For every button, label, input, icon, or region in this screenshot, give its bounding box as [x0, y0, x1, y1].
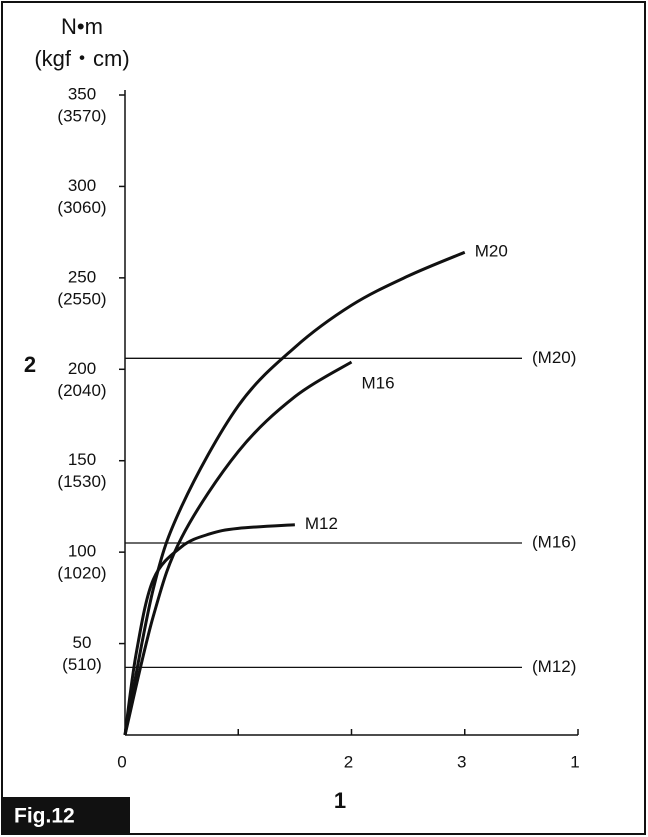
curve-label: M20	[475, 242, 508, 261]
curve	[123, 523, 295, 736]
figure-label-box	[3, 797, 130, 834]
x-tick-label: 0	[117, 752, 126, 771]
curve	[123, 250, 466, 736]
y-tick-label-secondary: (3570)	[57, 106, 106, 125]
y-tick-label-secondary: (510)	[62, 655, 102, 674]
reference-line-label: (M12)	[532, 657, 576, 676]
curve-label: M12	[305, 514, 338, 533]
y-tick-label: 250	[68, 267, 96, 286]
y-tick-label: 200	[68, 359, 96, 378]
y-tick-label-secondary: (1020)	[57, 564, 106, 583]
y-tick-label-secondary: (3060)	[57, 198, 106, 217]
callout: 1	[334, 788, 346, 813]
curve-label: M16	[362, 373, 395, 392]
x-tick-label: 1	[570, 752, 579, 771]
y-tick-label-secondary: (1530)	[57, 472, 106, 491]
y-tick-label-secondary: (2550)	[57, 289, 106, 308]
reference-line-label: (M20)	[532, 348, 576, 367]
curve	[123, 360, 353, 736]
y-tick-label: 350	[68, 84, 96, 103]
y-tick-label: 100	[68, 542, 96, 561]
x-tick-label: 3	[457, 752, 466, 771]
callout: 2	[24, 352, 36, 377]
x-tick-label: 2	[344, 752, 353, 771]
y-tick-label: 150	[68, 450, 96, 469]
reference-line-label: (M16)	[532, 532, 576, 551]
y-tick-label: 300	[68, 176, 96, 195]
y-tick-label: 50	[73, 633, 92, 652]
y-unit-label: N•m	[61, 14, 103, 39]
figure-label: Fig.12	[14, 805, 75, 828]
y-tick-label-secondary: (2040)	[57, 381, 106, 400]
y-unit-label-secondary: (kgf・cm)	[34, 46, 129, 71]
